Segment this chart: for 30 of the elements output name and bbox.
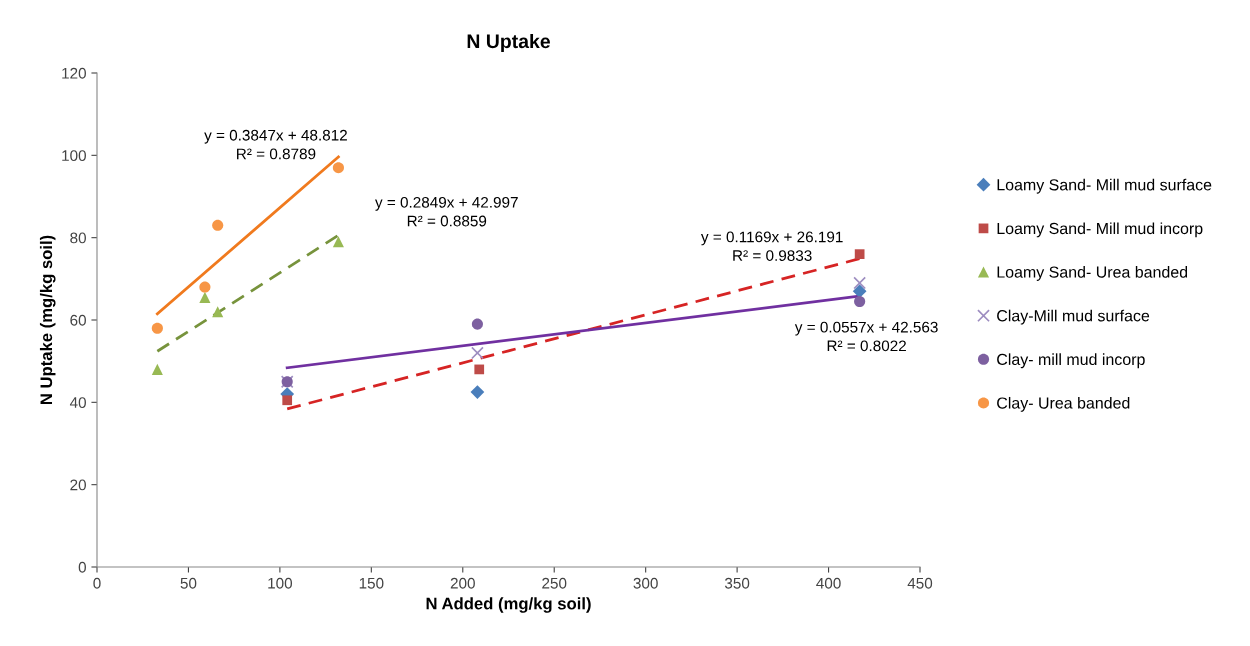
y-tick-label: 80 <box>70 232 86 244</box>
legend-label: Loamy Sand- Mill mud surface <box>997 178 1212 194</box>
x-tick-label: 400 <box>816 577 841 589</box>
x-tick-label: 0 <box>93 577 101 589</box>
x-tick-label: 350 <box>724 577 750 589</box>
y-tick-label: 40 <box>69 397 86 409</box>
x-tick-label: 250 <box>542 577 567 589</box>
annotation: y = 0.3847x + 48.812 R² = 0.8789 <box>204 129 347 160</box>
y-tick-label: 60 <box>70 314 86 326</box>
legend-label: Clay- Urea banded <box>997 396 1130 412</box>
x-tick-label: 200 <box>450 577 475 589</box>
x-tick-label: 450 <box>907 577 933 589</box>
x-tick-label: 100 <box>268 577 293 589</box>
x-tick-label: 300 <box>633 577 658 589</box>
annotation: y = 0.1169x + 26.191 R² = 0.9833 <box>700 231 843 261</box>
y-axis-title: N Uptake (mg/kg soil) <box>39 235 56 405</box>
legend-label: Loamy Sand- Mill mud incorp <box>997 222 1203 238</box>
y-tick-label: 0 <box>78 561 86 573</box>
y-tick-label: 120 <box>62 67 86 79</box>
legend-label: Clay-Mill mud surface <box>997 309 1150 325</box>
x-axis-title: N Added (mg/kg soil) <box>426 597 591 613</box>
chart-title: N Uptake <box>467 33 550 53</box>
annotation: y = 0.0557x + 42.563 R² = 0.8022 <box>794 321 938 352</box>
x-tick-label: 50 <box>180 577 197 589</box>
annotation: y = 0.2849x + 42.997 R² = 0.8859 <box>375 196 518 227</box>
x-tick-label: 150 <box>359 577 384 589</box>
legend-label: Clay- mill mud incorp <box>997 353 1145 369</box>
y-tick-label: 100 <box>62 150 86 162</box>
y-tick-label: 20 <box>70 479 86 491</box>
legend-label: Loamy Sand- Urea banded <box>997 266 1188 281</box>
